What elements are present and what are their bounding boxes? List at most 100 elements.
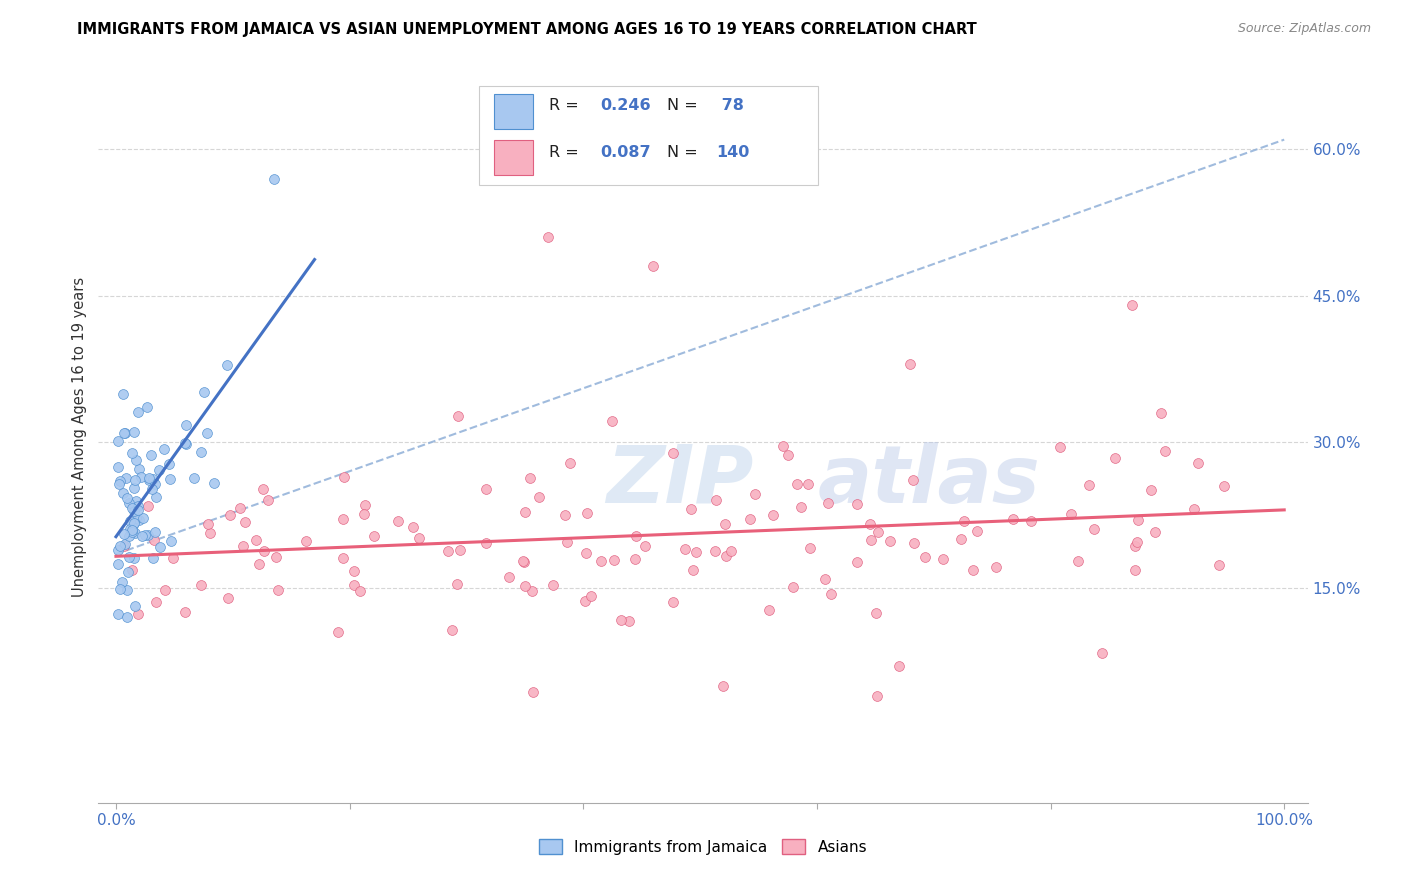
Point [887,659,910,673]
Point [295,533,318,548]
Point [124,474,146,488]
Point [333,470,356,484]
Point [118,528,141,542]
Point [245,533,267,547]
Point [136,500,159,514]
Point [232,539,254,553]
Point [121,446,143,460]
Point [124,525,146,540]
Point [1121,298,1143,312]
Point [149,540,172,554]
Point [475,536,498,550]
Point [114,537,136,551]
Point [121,501,143,516]
Point [121,563,143,577]
Point [195,426,218,441]
Point [776,448,799,462]
Point [183,471,205,485]
Point [575,546,598,560]
Point [786,477,808,491]
Point [138,471,160,485]
Point [519,471,541,485]
Point [1060,507,1083,521]
Point [797,476,820,491]
Text: ZIP: ZIP [606,442,754,520]
Point [264,550,287,565]
Point [122,425,145,439]
Point [685,545,707,559]
Point [267,582,290,597]
Point [354,498,377,512]
Point [127,607,149,621]
Point [202,475,225,490]
FancyBboxPatch shape [479,86,818,185]
Point [512,554,534,568]
Point [112,527,135,541]
Point [790,500,813,514]
Point [1066,554,1088,568]
Point [449,542,471,557]
Point [127,499,149,513]
Point [624,552,647,566]
Point [408,531,430,545]
Point [127,502,149,516]
Point [845,555,868,569]
Point [859,517,882,532]
Point [121,525,143,540]
Point [475,482,498,496]
Point [879,533,901,548]
Point [574,594,596,608]
Point [174,418,197,433]
Point [447,409,470,424]
Point [253,543,276,558]
Point [124,512,146,526]
Text: 140: 140 [716,145,749,160]
Legend: Immigrants from Jamaica, Asians: Immigrants from Jamaica, Asians [533,833,873,861]
Point [115,582,138,597]
Point [326,625,349,640]
Point [901,473,924,487]
Point [498,570,520,584]
Text: R =: R = [550,98,585,113]
Point [704,544,727,558]
Point [402,519,425,533]
Point [233,515,256,529]
Point [1128,513,1150,527]
Point [609,613,631,627]
Point [111,486,134,500]
Point [108,474,131,488]
Text: Source: ZipAtlas.com: Source: ZipAtlas.com [1237,22,1371,36]
Point [159,472,181,486]
Point [758,603,780,617]
Point [515,579,537,593]
Point [118,514,141,528]
Point [257,492,280,507]
Point [820,586,842,600]
Point [217,358,239,372]
Point [713,679,735,693]
Point [782,580,804,594]
Point [859,533,882,547]
Point [121,517,143,532]
Point [111,387,134,401]
Point [131,528,153,542]
Point [673,541,696,556]
Point [128,513,150,527]
Point [117,565,139,579]
Point [898,357,921,371]
Point [121,524,143,538]
Point [198,525,221,540]
Point [555,534,578,549]
Point [122,481,145,495]
Point [537,230,560,244]
Point [600,414,623,428]
Point [720,544,742,558]
Point [1123,539,1146,553]
Point [966,524,988,539]
Point [115,471,138,485]
Point [174,436,197,450]
Point [148,463,170,477]
Point [554,508,576,522]
Point [217,591,239,606]
Point [704,493,727,508]
